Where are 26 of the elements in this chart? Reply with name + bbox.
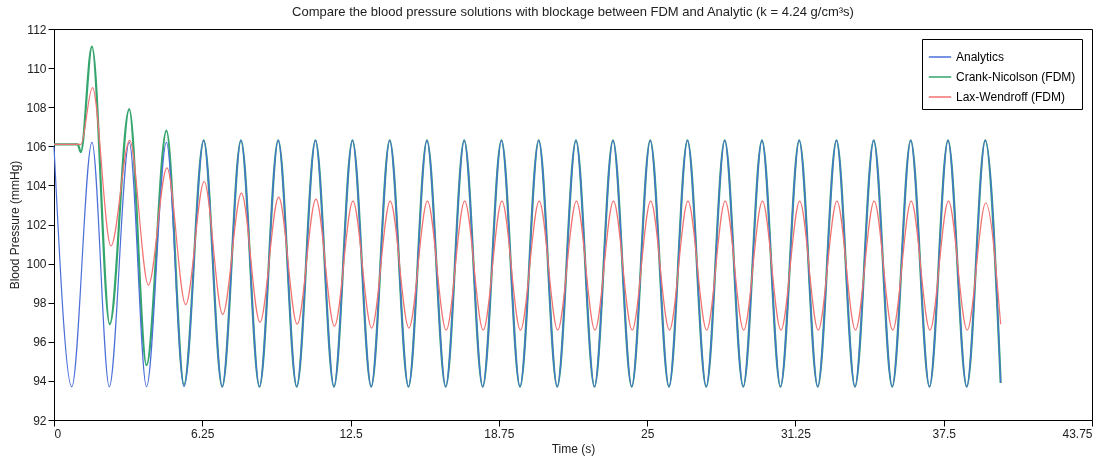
y-tick-label: 102 [26,218,47,232]
y-tick-label: 104 [26,178,47,193]
y-tick-label: 98 [33,296,47,311]
y-tick-label: 108 [26,100,47,115]
x-tick-label: 18.75 [484,426,515,441]
line-series [53,139,1002,388]
legend-label: Lax-Wendroff (FDM) [956,90,1065,104]
x-tick-label: 12.5 [339,426,364,441]
x-tick-label: 0 [54,426,62,441]
x-tick-label: 25 [640,426,655,441]
y-tick-label: 96 [33,335,47,350]
y-tick-label: 92 [33,413,47,428]
legend-label: Crank-Nicolson (FDM) [956,70,1076,84]
x-tick-label: 43.75 [1062,426,1093,441]
y-tick-label: 112 [27,22,47,37]
y-tick-label: 94 [33,374,47,389]
x-tick-label: 6.25 [191,426,215,441]
y-tick-label: 100 [26,257,47,272]
y-tick-label: 110 [27,61,47,76]
x-tick-label: 37.5 [932,426,957,441]
legend-label: Analytics [956,50,1005,64]
y-axis-title: Blood Pressure (mmHg) [8,160,23,290]
chart-title: Compare the blood pressure solutions with blockage between FDM and Analytic (k = 4.24 g/cm³s) [292,4,854,19]
x-tick-label: 31.25 [780,426,812,441]
x-axis-title: Time (s) [551,441,596,456]
y-tick-label: 106 [26,139,47,154]
